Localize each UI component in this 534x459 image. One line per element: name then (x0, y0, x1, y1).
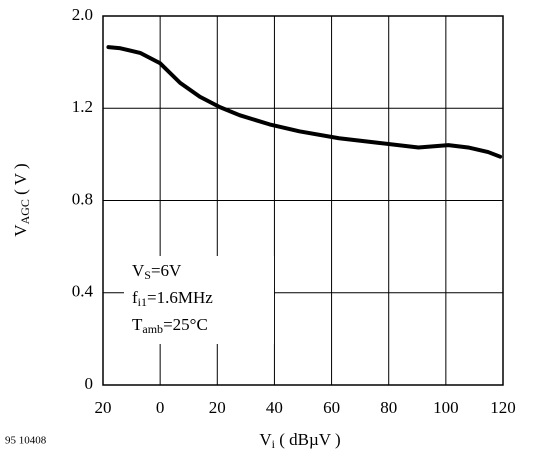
y-tick-label: 0.8 (72, 189, 93, 208)
x-tick-label: 120 (490, 398, 516, 417)
plot-frame (102, 15, 504, 386)
x-tick-label: 20 (209, 398, 226, 417)
y-tick-label: 2.0 (72, 5, 93, 24)
annotation-sub: amb (142, 322, 163, 336)
annotation-line: VS=6V (132, 261, 182, 282)
x-label-main: V (259, 430, 272, 449)
x-tick-label: 0 (156, 398, 165, 417)
y-tick-label: 1.2 (72, 97, 93, 116)
x-axis-label: Vi ( dBµV ) (259, 430, 340, 451)
annotation-background (124, 256, 274, 344)
x-label-rest: ( dBµV ) (275, 430, 341, 449)
annotation-line: fi1=1.6MHz (132, 288, 213, 309)
y-axis-label: VAGC ( V ) (11, 163, 32, 236)
annotation-line: Tamb=25°C (132, 315, 208, 336)
x-label-sub: i (272, 437, 276, 451)
annotation-main: f (132, 288, 138, 307)
annotation-sub: i1 (138, 295, 147, 309)
x-tick-label: 100 (433, 398, 459, 417)
x-tick-label: 80 (380, 398, 397, 417)
y-tick-label: 0 (85, 374, 94, 393)
x-tick-label: 60 (323, 398, 340, 417)
figure-code: 95 10408 (5, 435, 47, 447)
annotation-main: V (132, 261, 145, 280)
curve (106, 45, 503, 159)
annotation-sub: S (144, 268, 151, 282)
y-label-rest: ( V ) (11, 163, 30, 199)
y-tick-label: 0.4 (72, 282, 94, 301)
x-tick-label: 40 (266, 398, 283, 417)
x-tick-label: 20 (95, 398, 112, 417)
annotation-rest: =25°C (163, 315, 208, 334)
annotation-main: T (132, 315, 143, 334)
y-label-sub: AGC (18, 199, 32, 224)
annotation-rest: =6V (151, 261, 182, 280)
annotation-rest: =1.6MHz (147, 288, 213, 307)
y-label-main: V (11, 224, 30, 237)
